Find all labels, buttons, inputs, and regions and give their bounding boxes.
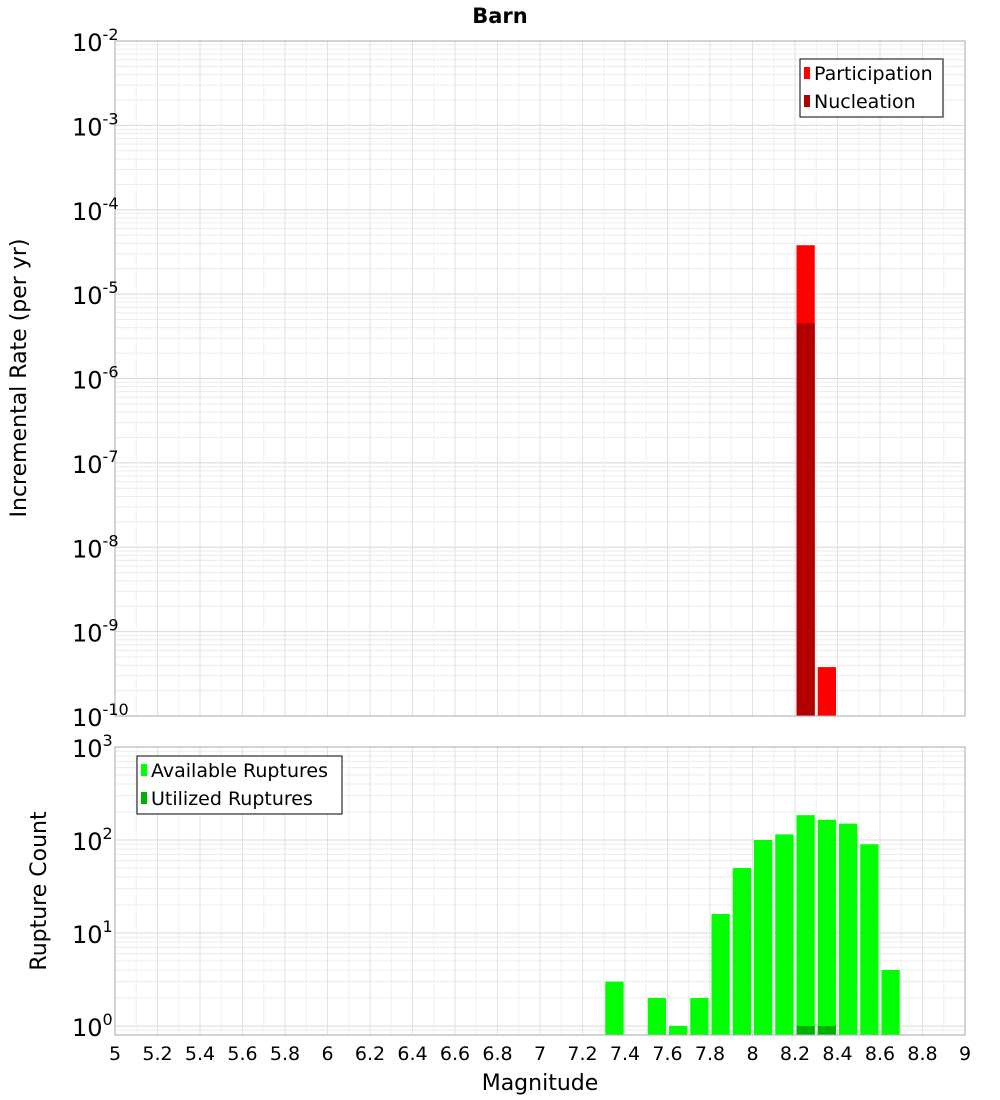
count-series-0 (605, 815, 900, 1035)
rate-ytick-label: 10-4 (72, 194, 119, 226)
count-ytick-label: 101 (72, 917, 113, 949)
count-bar (754, 839, 773, 1035)
rate-grid (114, 40, 966, 717)
x-tick-label: 8.6 (865, 1043, 895, 1065)
y-axis-label-count: Rupture Count (27, 811, 52, 971)
x-tick-label: 6.6 (440, 1043, 470, 1065)
x-tick-label: 8.8 (907, 1043, 937, 1065)
count-bar (605, 981, 624, 1035)
x-tick-label: 9 (959, 1043, 971, 1065)
x-tick-label: 5 (109, 1043, 121, 1065)
count-bar (881, 969, 900, 1035)
count-bar (711, 914, 730, 1035)
count-bar (817, 1025, 836, 1035)
rate-ytick-label: 10-6 (72, 363, 119, 395)
count-legend-swatch (141, 764, 147, 776)
x-tick-label: 7.6 (652, 1043, 682, 1065)
rate-ytick-label: 10-10 (72, 700, 129, 732)
rate-legend-label: Nucleation (814, 91, 916, 113)
count-ytick-label: 102 (72, 824, 113, 856)
x-tick-label: 6.2 (355, 1043, 385, 1065)
rate-bar (796, 323, 815, 716)
x-tick-label: 7.4 (610, 1043, 640, 1065)
rate-ytick-label: 10-9 (72, 616, 119, 648)
x-tick-label: 7.2 (567, 1043, 597, 1065)
count-legend-swatch (141, 792, 147, 804)
x-tick-label: 8 (746, 1043, 758, 1065)
x-tick-label: 8.4 (822, 1043, 852, 1065)
count-bar (839, 823, 858, 1035)
y-axis-label-rate: Incremental Rate (per yr) (7, 239, 32, 518)
rate-ytick-label: 10-3 (72, 109, 119, 141)
count-ytick-label: 103 (72, 731, 113, 763)
count-bar (690, 997, 709, 1035)
rate-ytick-label: 10-7 (72, 447, 119, 479)
x-axis-label: Magnitude (482, 1071, 599, 1096)
rate-ytick-label: 10-2 (72, 25, 119, 57)
count-bar (775, 834, 794, 1035)
x-tick-label: 6 (321, 1043, 333, 1065)
count-ytick-label: 100 (72, 1010, 113, 1042)
rate-legend: Participation Nucleation (799, 58, 944, 118)
x-tick-label: 7.8 (695, 1043, 725, 1065)
rate-bar (817, 667, 836, 716)
rate-panel: 10-10 10-9 10-8 10-7 10-6 10-5 10-4 10-3 10-2 Par… (72, 25, 966, 732)
rate-series-1 (796, 323, 815, 716)
rate-legend-label: Participation (814, 63, 933, 85)
rate-legend-swatch (804, 67, 810, 79)
x-tick-label: 5.6 (227, 1043, 257, 1065)
x-tick-label: 6.4 (397, 1043, 427, 1065)
rate-ytick-label: 10-5 (72, 278, 119, 310)
rate-legend-box (799, 58, 944, 118)
count-bar (669, 1025, 688, 1035)
x-tick-label: 7 (534, 1043, 546, 1065)
x-tick-label: 8.2 (780, 1043, 810, 1065)
rate-legend-swatch (804, 95, 810, 107)
x-tick-label: 5.4 (185, 1043, 215, 1065)
rate-ytick-label: 10-8 (72, 531, 119, 563)
count-legend-box (136, 755, 343, 815)
rate-frame (114, 40, 966, 717)
count-bar (817, 819, 836, 1035)
chart-title: Barn (472, 4, 527, 28)
count-bar (732, 867, 751, 1035)
x-tick-label: 6.8 (482, 1043, 512, 1065)
count-series-1 (796, 1025, 836, 1035)
count-bar (796, 1025, 815, 1035)
x-tick-label: 5.8 (270, 1043, 300, 1065)
count-bar (796, 815, 815, 1035)
count-bar (860, 844, 879, 1035)
x-tick-label: 5.2 (142, 1043, 172, 1065)
count-bar (647, 997, 666, 1035)
count-legend-label: Available Ruptures (151, 760, 328, 782)
count-legend: Available Ruptures Utilized Ruptures (136, 755, 343, 815)
count-legend-label: Utilized Ruptures (151, 788, 313, 810)
count-frame (114, 746, 966, 1036)
